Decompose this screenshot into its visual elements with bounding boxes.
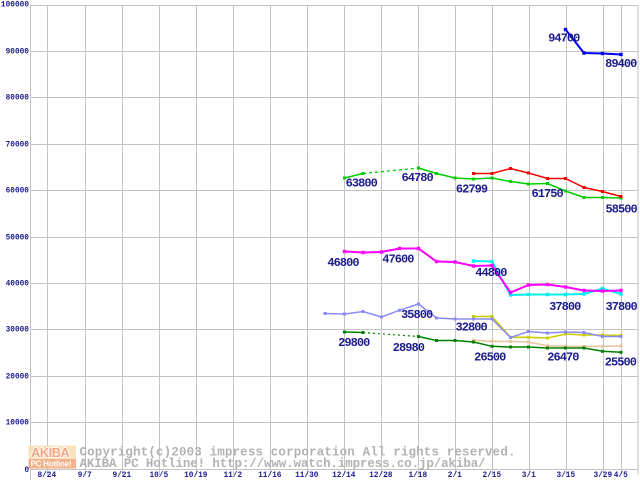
svg-text:90000: 90000	[6, 49, 30, 57]
svg-text:3/29: 3/29	[593, 472, 612, 480]
svg-text:80000: 80000	[6, 95, 30, 103]
svg-text:29800: 29800	[338, 336, 370, 350]
svg-text:4/5: 4/5	[614, 472, 628, 480]
svg-text:Copyright(c)2003 impress corpo: Copyright(c)2003 impress corporation All…	[80, 446, 516, 460]
svg-text:44800: 44800	[475, 266, 507, 280]
svg-text:AKIBA PC Hotline! http://www.: AKIBA PC Hotline! http://www.watch.impre…	[80, 457, 486, 471]
svg-text:94700: 94700	[548, 32, 580, 46]
svg-text:AKIBA: AKIBA	[31, 445, 70, 460]
svg-text:63800: 63800	[346, 176, 378, 190]
svg-text:25500: 25500	[605, 355, 637, 369]
svg-text:50000: 50000	[6, 235, 30, 243]
svg-text:3/15: 3/15	[556, 472, 575, 480]
svg-text:12/28: 12/28	[369, 472, 393, 480]
svg-text:10/5: 10/5	[149, 472, 168, 480]
svg-text:46800: 46800	[327, 256, 359, 270]
svg-text:11/30: 11/30	[295, 472, 319, 480]
svg-text:20000: 20000	[6, 374, 30, 382]
svg-text:11/2: 11/2	[223, 472, 242, 480]
svg-text:28980: 28980	[393, 341, 425, 355]
svg-text:47600: 47600	[382, 253, 414, 267]
svg-text:64780: 64780	[402, 171, 434, 185]
svg-text:12/14: 12/14	[332, 472, 356, 480]
svg-text:2/15: 2/15	[482, 472, 501, 480]
svg-text:8/24: 8/24	[37, 472, 56, 480]
svg-text:32800: 32800	[456, 320, 488, 334]
svg-text:10000: 10000	[6, 420, 30, 428]
svg-text:0: 0	[24, 467, 29, 475]
svg-text:89400: 89400	[605, 57, 637, 71]
svg-text:37800: 37800	[549, 300, 581, 314]
svg-text:100000: 100000	[1, 2, 29, 10]
svg-text:37800: 37800	[606, 300, 638, 314]
svg-text:2/1: 2/1	[448, 472, 462, 480]
svg-text:60000: 60000	[6, 188, 30, 196]
svg-text:10/19: 10/19	[184, 472, 208, 480]
svg-text:26470: 26470	[547, 351, 579, 365]
svg-text:9/21: 9/21	[112, 472, 131, 480]
svg-text:61750: 61750	[532, 187, 564, 201]
svg-text:9/7: 9/7	[78, 472, 92, 480]
svg-text:11/16: 11/16	[258, 472, 282, 480]
svg-text:40000: 40000	[6, 281, 30, 289]
svg-text:30000: 30000	[6, 327, 30, 335]
svg-text:3/1: 3/1	[522, 472, 536, 480]
svg-text:PC Hotline!: PC Hotline!	[31, 460, 72, 469]
svg-text:58500: 58500	[606, 202, 638, 216]
svg-text:35800: 35800	[401, 308, 433, 322]
svg-text:70000: 70000	[6, 142, 30, 150]
svg-text:1/18: 1/18	[408, 472, 427, 480]
svg-text:26500: 26500	[474, 351, 506, 365]
svg-text:62799: 62799	[456, 183, 488, 197]
